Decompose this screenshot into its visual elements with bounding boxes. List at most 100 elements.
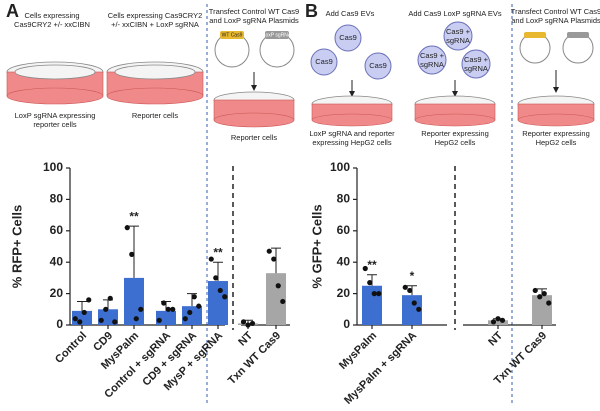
y-tick-label: 100 <box>330 160 350 174</box>
caption: reporter cells <box>33 120 77 129</box>
data-point <box>532 287 538 294</box>
caption: Add Cas9 LoxP sgRNA EVs <box>408 9 501 18</box>
panel-label: A <box>6 1 19 21</box>
y-tick-label: 60 <box>50 223 64 237</box>
bar <box>266 273 286 325</box>
data-point <box>416 306 422 312</box>
data-point <box>156 317 162 323</box>
caption: Transfect Control WT Cas9 <box>511 7 600 16</box>
data-point <box>402 284 408 290</box>
data-point <box>138 306 144 312</box>
data-point <box>495 316 501 322</box>
data-point <box>77 319 83 325</box>
error-bar <box>129 225 139 278</box>
significance: ** <box>213 245 223 259</box>
data-point <box>72 316 78 322</box>
y-axis-label: % GFP+ Cells <box>309 204 324 288</box>
ev-label: sgRNA <box>446 36 470 45</box>
dish <box>213 91 295 128</box>
data-point <box>217 287 223 294</box>
data-point <box>81 309 87 316</box>
ev-label: sgRNA <box>464 64 488 73</box>
bar <box>208 281 228 325</box>
data-point <box>187 309 193 316</box>
dish <box>106 61 204 105</box>
data-point <box>213 275 219 281</box>
significance: ** <box>129 209 139 223</box>
data-point <box>98 317 104 323</box>
ev: Cas9 <box>310 48 338 76</box>
caption: Cas9CRY2 +/- xxCIBN <box>14 20 90 29</box>
caption: LoxP sgRNA and reporter <box>309 129 395 138</box>
y-tick-label: 100 <box>43 160 63 174</box>
error-bar <box>367 274 377 286</box>
data-point <box>170 306 176 312</box>
caption: HepG2 cells <box>435 138 476 147</box>
bar <box>532 295 552 325</box>
plasmid: LoxP sgRNA <box>259 31 295 68</box>
ev-label: sgRNA <box>420 60 444 69</box>
data-point <box>196 303 202 309</box>
ev-label: Cas9 <box>315 57 333 66</box>
ev-label: Cas9 + <box>446 27 471 36</box>
data-point <box>107 295 113 301</box>
data-point <box>129 251 135 257</box>
data-point <box>161 300 167 306</box>
caption: Reporter expressing <box>522 129 590 138</box>
data-point <box>103 306 109 312</box>
ev: Cas9 +sgRNA <box>443 21 473 51</box>
caption: Transfect Control WT Cas9 <box>209 7 299 16</box>
data-point <box>376 291 382 297</box>
x-tick-label: Control <box>53 330 89 366</box>
caption: and LoxP sgRNA Plasmids <box>209 16 299 25</box>
significance: ** <box>367 258 377 272</box>
caption: Reporter cells <box>231 133 278 142</box>
data-point <box>165 306 171 312</box>
caption: and LoxP sgRNA Plasmids <box>511 16 600 25</box>
x-tick-label: MysPalm + sgRNA <box>342 330 419 407</box>
caption: Reporter expressing <box>421 129 489 138</box>
panel-label: B <box>305 1 318 21</box>
data-point <box>407 287 413 294</box>
plasmid-label: LoxP sgRNA <box>263 32 292 38</box>
caption: Add Cas9 EVs <box>326 9 375 18</box>
data-point <box>245 322 251 328</box>
error-bar <box>271 247 281 274</box>
data-point <box>191 294 197 300</box>
plasmid-label: WT Cas9 <box>222 32 243 38</box>
dish <box>311 95 393 127</box>
data-point <box>371 291 377 297</box>
y-tick-label: 60 <box>337 223 351 237</box>
ev: Cas9 <box>334 24 362 52</box>
data-point <box>490 319 497 325</box>
plasmid <box>562 32 594 64</box>
data-point <box>275 283 281 289</box>
data-point <box>280 298 286 305</box>
data-point <box>240 319 247 325</box>
data-point <box>367 280 373 286</box>
x-tick-label: NT <box>236 329 255 348</box>
caption: HepG2 cells <box>536 138 577 147</box>
error-bar <box>77 300 87 311</box>
data-point <box>362 265 368 272</box>
ev-label: Cas9 <box>339 33 357 42</box>
y-axis-label: % RFP+ Cells <box>9 205 24 288</box>
caption: Cells expressing <box>24 11 79 20</box>
data-point <box>499 317 506 323</box>
y-tick-label: 0 <box>343 317 350 331</box>
data-point <box>182 316 188 322</box>
bar <box>124 277 144 325</box>
data-point <box>249 320 256 327</box>
bar <box>182 306 202 325</box>
caption: expressing HepG2 cells <box>312 138 391 147</box>
caption: LoxP sgRNA expressing <box>15 111 96 120</box>
bar <box>362 285 382 325</box>
data-point <box>124 225 130 231</box>
dish <box>517 95 595 127</box>
ev-label: Cas9 <box>369 61 387 70</box>
ev: Cas9 +sgRNA <box>417 45 447 75</box>
x-tick-label: MysPalm <box>337 330 379 372</box>
y-tick-label: 40 <box>337 254 351 268</box>
